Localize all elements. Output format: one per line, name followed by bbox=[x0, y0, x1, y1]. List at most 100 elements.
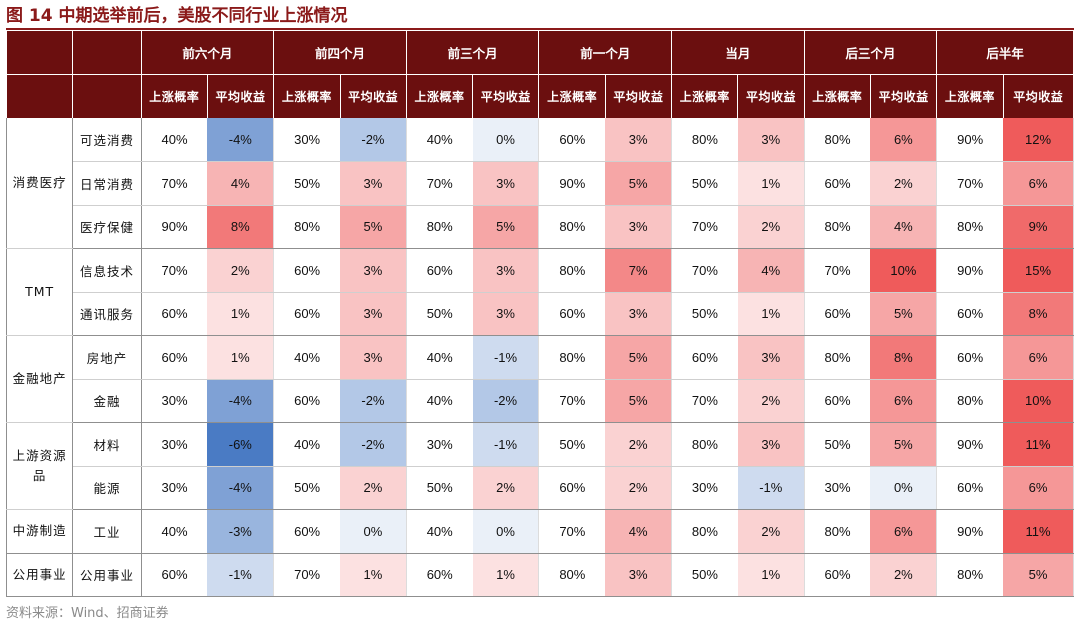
probability-cell: 60% bbox=[538, 466, 606, 510]
probability-cell: 70% bbox=[405, 161, 473, 206]
probability-cell: 80% bbox=[803, 118, 871, 162]
return-cell: 3% bbox=[472, 292, 540, 336]
metric-header-prob: 上涨概率 bbox=[671, 73, 739, 118]
return-cell: -2% bbox=[340, 379, 407, 423]
probability-cell: 70% bbox=[671, 205, 738, 249]
return-cell: -1% bbox=[207, 553, 275, 597]
return-cell: 4% bbox=[605, 509, 673, 554]
metric-header-prob: 上涨概率 bbox=[538, 73, 606, 118]
return-cell: 5% bbox=[1003, 553, 1075, 597]
probability-cell: 50% bbox=[671, 553, 738, 597]
return-cell: 2% bbox=[207, 248, 275, 293]
probability-cell: 60% bbox=[273, 248, 341, 293]
return-cell: 2% bbox=[340, 466, 407, 510]
metric-header-prob: 上涨概率 bbox=[936, 73, 1004, 118]
probability-cell: 80% bbox=[803, 205, 871, 249]
probability-cell: 80% bbox=[671, 422, 738, 467]
table-row: 日常消费 70% 4% 50% 3% 70% 3% 90% 5% 50% 1% 60% 2% 70% 6% bbox=[7, 161, 1075, 206]
metric-header-return: 平均收益 bbox=[737, 73, 805, 118]
probability-cell: 50% bbox=[405, 466, 473, 510]
table-row: 金融 30% -4% 60% -2% 40% -2% 70% 5% 70% 2% 60% 6% 80% 10… bbox=[7, 379, 1075, 423]
return-cell: 8% bbox=[1003, 292, 1075, 336]
period-header: 前四个月 bbox=[273, 31, 407, 74]
return-cell: 2% bbox=[605, 422, 673, 467]
return-cell: 5% bbox=[472, 205, 540, 249]
table-row: 能源 30% -4% 50% 2% 50% 2% 60% 2% 30% -1% 30% 0% 60% 6% bbox=[7, 466, 1075, 510]
probability-cell: 80% bbox=[405, 205, 473, 249]
probability-cell: 60% bbox=[671, 335, 738, 380]
industry-label: 医疗保健 bbox=[72, 205, 142, 249]
group-label: 金融地产 bbox=[5, 335, 74, 423]
probability-cell: 90% bbox=[936, 118, 1004, 162]
return-cell: -2% bbox=[340, 118, 407, 162]
return-cell: -1% bbox=[472, 335, 540, 380]
return-cell: 2% bbox=[870, 161, 938, 206]
return-cell: -3% bbox=[207, 509, 275, 554]
probability-cell: 40% bbox=[405, 379, 473, 423]
return-cell: 3% bbox=[472, 161, 540, 206]
probability-cell: 70% bbox=[671, 379, 738, 423]
probability-cell: 60% bbox=[803, 553, 871, 597]
probability-cell: 70% bbox=[936, 161, 1004, 206]
industry-label: 能源 bbox=[72, 466, 142, 510]
return-cell: 1% bbox=[340, 553, 407, 597]
return-cell: -1% bbox=[472, 422, 540, 467]
return-cell: 2% bbox=[737, 205, 805, 249]
return-cell: 5% bbox=[605, 379, 673, 423]
return-cell: 3% bbox=[472, 248, 540, 293]
return-cell: 15% bbox=[1003, 248, 1075, 293]
metric-header-return: 平均收益 bbox=[206, 73, 275, 118]
return-cell: 2% bbox=[737, 509, 805, 554]
industry-label: 公用事业 bbox=[72, 553, 142, 597]
probability-cell: 70% bbox=[803, 248, 871, 293]
return-cell: 8% bbox=[870, 335, 938, 380]
probability-cell: 30% bbox=[405, 422, 473, 467]
return-cell: 0% bbox=[340, 509, 407, 554]
group-label: TMT bbox=[5, 248, 74, 336]
probability-cell: 80% bbox=[538, 553, 606, 597]
table-row: 上游资源品 材料 30% -6% 40% -2% 30% -1% 50% 2% 80% 3% 50% 5%… bbox=[5, 422, 1075, 510]
probability-cell: 60% bbox=[803, 292, 871, 336]
return-cell: 10% bbox=[1003, 379, 1075, 423]
metric-header-return: 平均收益 bbox=[604, 73, 673, 118]
return-cell: 2% bbox=[605, 466, 673, 510]
probability-cell: 80% bbox=[538, 248, 606, 293]
return-cell: 3% bbox=[340, 248, 407, 293]
probability-cell: 70% bbox=[671, 248, 738, 293]
probability-cell: 90% bbox=[538, 161, 606, 206]
return-cell: 2% bbox=[870, 553, 938, 597]
table-row: 金融地产 房地产 60% 1% 40% 3% 40% -1% 80% 5% 60% 3% 80% 8% 60… bbox=[5, 335, 1075, 423]
table-row: 公用事业 公用事业 60% -1% 70% 1% 60% 1% 80% 3% 50% 1% 60% 2% 8… bbox=[5, 553, 1075, 597]
return-cell: 7% bbox=[605, 248, 673, 293]
return-cell: -4% bbox=[207, 466, 275, 510]
probability-cell: 40% bbox=[273, 335, 341, 380]
return-cell: -4% bbox=[207, 379, 275, 423]
probability-cell: 40% bbox=[405, 118, 473, 162]
return-cell: 6% bbox=[1003, 466, 1075, 510]
industry-label: 金融 bbox=[72, 379, 142, 423]
period-header: 前三个月 bbox=[405, 31, 540, 74]
probability-cell: 60% bbox=[538, 118, 606, 162]
probability-cell: 40% bbox=[405, 509, 473, 554]
probability-cell: 80% bbox=[936, 553, 1004, 597]
industry-label: 工业 bbox=[72, 509, 142, 554]
source-note: 资料来源：Wind、招商证券 bbox=[6, 606, 169, 621]
industry-label: 房地产 bbox=[72, 335, 142, 380]
return-cell: 12% bbox=[1003, 118, 1075, 162]
period-header: 后三个月 bbox=[803, 31, 938, 74]
header-corner-group bbox=[5, 31, 74, 74]
probability-cell: 60% bbox=[273, 509, 341, 554]
probability-cell: 60% bbox=[273, 379, 341, 423]
table-row: 医疗保健 90% 8% 80% 5% 80% 5% 80% 3% 70% 2% 80% 4% 80% 9% bbox=[7, 205, 1075, 249]
probability-cell: 30% bbox=[140, 379, 208, 423]
return-cell: 1% bbox=[737, 553, 805, 597]
probability-cell: 50% bbox=[538, 422, 606, 467]
header-corner-industry bbox=[72, 31, 142, 74]
probability-cell: 30% bbox=[140, 422, 208, 467]
return-cell: 0% bbox=[472, 509, 540, 554]
chart-title: 图 14 中期选举前后，美股不同行业上涨情况 bbox=[6, 6, 348, 26]
period-header: 后半年 bbox=[936, 31, 1074, 74]
return-cell: 5% bbox=[870, 422, 938, 467]
table-row: 通讯服务 60% 1% 60% 3% 50% 3% 60% 3% 50% 1% 60% 5% 60% 8% bbox=[7, 292, 1075, 336]
probability-cell: 30% bbox=[273, 118, 341, 162]
